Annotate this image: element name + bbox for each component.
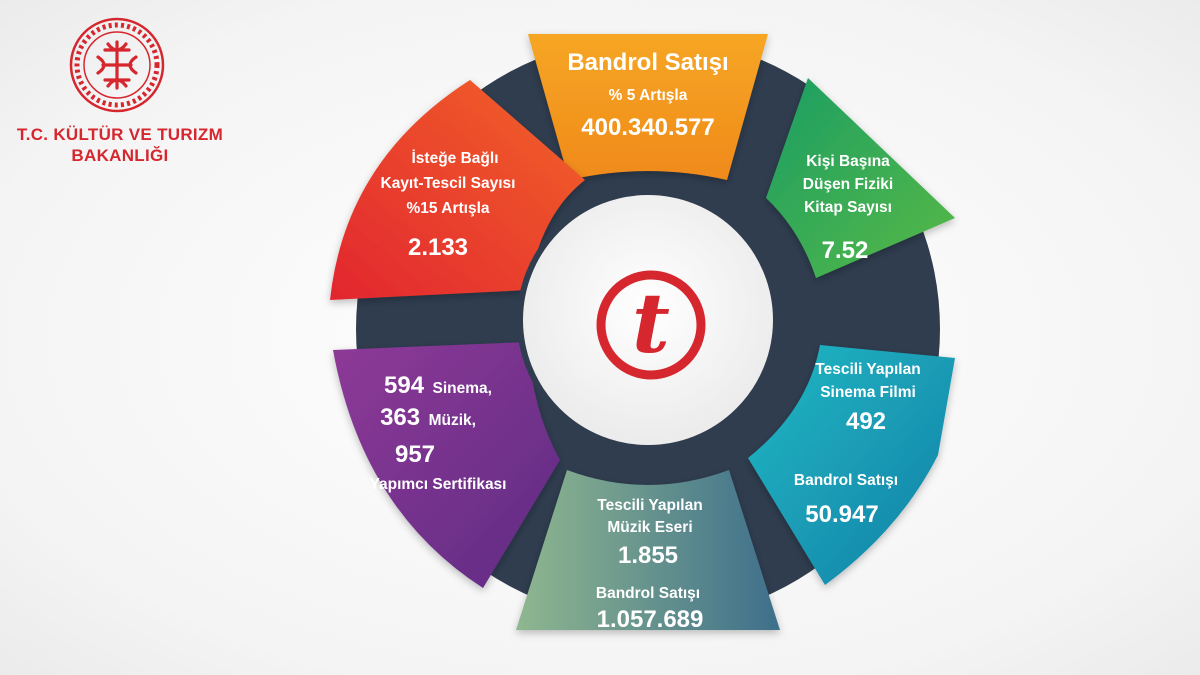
segment-lower-left-line2: 363 Müzik,: [380, 404, 476, 431]
segment-lower-right-line2: Sinema Filmi: [820, 384, 916, 401]
segment-upper-right-line2: Düşen Fiziki: [803, 176, 893, 193]
segment-upper-right-shape: [766, 78, 955, 278]
ministry-name-line1: T.C. KÜLTÜR VE TURIZM: [16, 125, 224, 144]
segment-lower-left-num2: 363: [380, 404, 420, 431]
segment-top-title: Bandrol Satışı: [567, 49, 728, 76]
segment-bottom-line3: Bandrol Satışı: [596, 585, 700, 602]
segment-top-value: 400.340.577: [581, 114, 714, 141]
segment-upper-left-line1: İsteğe Bağlı: [412, 150, 499, 167]
segment-upper-left-line2: Kayıt-Tescil Sayısı: [381, 175, 516, 192]
segment-upper-left-line3: %15 Artışla: [407, 200, 490, 217]
segment-lower-right-line3: Bandrol Satışı: [794, 472, 898, 489]
segment-lower-left-word1: Sinema,: [433, 380, 492, 397]
segment-upper-right-line1: Kişi Başına: [806, 153, 890, 170]
ministry-emblem-icon: [69, 17, 165, 113]
segment-lower-left-line1: 594 Sinema,: [384, 372, 492, 399]
segment-bottom-value2: 1.057.689: [597, 606, 704, 633]
t-logo-glyph: t: [632, 276, 670, 372]
t-logo-ring: [596, 270, 706, 380]
segment-lower-right-shape: [748, 345, 955, 585]
segment-upper-right-line3: Kitap Sayısı: [804, 199, 892, 216]
segment-bottom-line1: Tescili Yapılan: [597, 497, 702, 514]
segment-lower-left-word2: Müzik,: [429, 412, 476, 429]
segment-lower-right-value1: 492: [846, 408, 886, 435]
center-t-logo: t: [596, 270, 706, 380]
segment-lower-right-value2: 50.947: [805, 501, 878, 528]
center-circle: [517, 189, 779, 451]
segment-bottom-line2: Müzik Eseri: [607, 519, 692, 536]
segment-lower-left-shape: [333, 342, 560, 588]
segment-lower-left-num3: 957: [395, 441, 435, 468]
segment-top-subtitle: % 5 Artışla: [609, 87, 688, 104]
segment-bottom-shape: [516, 470, 780, 630]
segment-lower-right-line1: Tescili Yapılan: [815, 361, 920, 378]
segment-lower-left-line4: Yapımcı Sertifikası: [370, 476, 507, 493]
segment-lower-left-num1: 594: [384, 372, 425, 399]
ministry-name-line2: BAKANLIĞI: [71, 146, 169, 165]
segment-upper-left-shape: [330, 80, 585, 300]
segment-top-shape: [528, 34, 768, 180]
ministry-logo: T.C. KÜLTÜR VE TURIZM BAKANLIĞI: [0, 0, 240, 180]
segment-upper-left-value: 2.133: [408, 234, 468, 261]
segment-bottom-value1: 1.855: [618, 542, 678, 569]
segment-upper-right-value: 7.52: [822, 237, 869, 264]
